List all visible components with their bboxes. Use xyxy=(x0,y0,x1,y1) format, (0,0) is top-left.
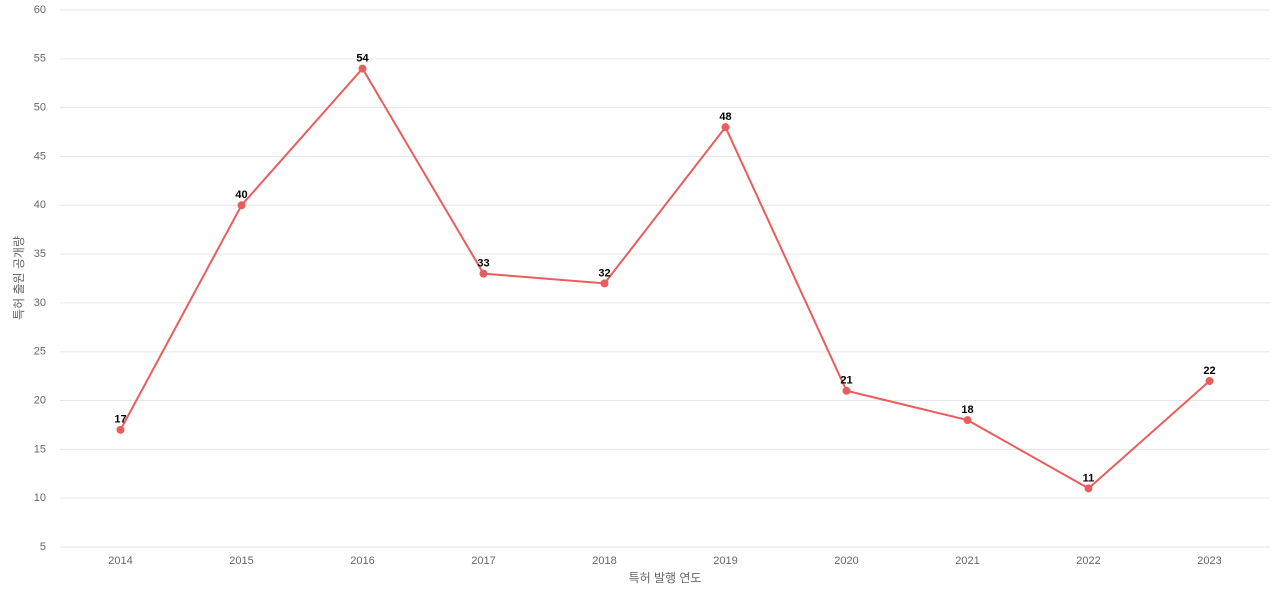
y-tick-label: 5 xyxy=(40,541,46,553)
line xyxy=(119,66,1211,490)
y-tick-label: 10 xyxy=(34,492,46,504)
data-label: 21 xyxy=(840,375,852,387)
point xyxy=(358,64,367,73)
x-tick-label: 2015 xyxy=(229,555,253,567)
data-label: 11 xyxy=(1083,472,1095,484)
point xyxy=(479,269,488,278)
x-tick-label: 2017 xyxy=(471,555,495,567)
y-tick-label: 25 xyxy=(34,346,46,358)
y-tick-label: 40 xyxy=(34,199,46,211)
data-label: 22 xyxy=(1203,365,1215,377)
x-tick-label: 2016 xyxy=(350,555,374,567)
point xyxy=(842,386,851,395)
y-tick-label: 45 xyxy=(34,150,46,162)
x-tick-label: 2022 xyxy=(1076,555,1100,567)
x-tick-label: 2020 xyxy=(834,555,858,567)
point xyxy=(1205,377,1214,386)
y-axis-title: 특허 출원 공개량 xyxy=(12,236,26,320)
data-label: 48 xyxy=(719,111,731,123)
point xyxy=(600,279,609,288)
data-label: 33 xyxy=(477,258,489,270)
y-tick-label: 60 xyxy=(34,4,46,16)
y-tick-label: 50 xyxy=(34,102,46,114)
x-tick-label: 2019 xyxy=(713,555,737,567)
y-tick-label: 55 xyxy=(34,53,46,65)
y-tick-label: 15 xyxy=(34,443,46,455)
point xyxy=(116,425,125,434)
point xyxy=(1084,484,1093,493)
point xyxy=(963,416,972,425)
data-label: 40 xyxy=(235,189,247,201)
data-label: 54 xyxy=(356,52,369,64)
y-tick-label: 35 xyxy=(34,248,46,260)
data-label: 32 xyxy=(598,267,610,279)
x-tick-label: 2023 xyxy=(1197,555,1221,567)
point xyxy=(237,201,246,210)
data-label: 18 xyxy=(961,404,973,416)
y-tick-label: 30 xyxy=(34,297,46,309)
x-tick-label: 2021 xyxy=(955,555,979,567)
y-tick-label: 20 xyxy=(34,394,46,406)
x-axis-title: 특허 발행 연도 xyxy=(629,570,702,585)
data-label: 17 xyxy=(114,414,126,426)
x-tick-label: 2018 xyxy=(592,555,616,567)
x-tick-label: 2014 xyxy=(108,555,132,567)
point xyxy=(721,123,730,132)
